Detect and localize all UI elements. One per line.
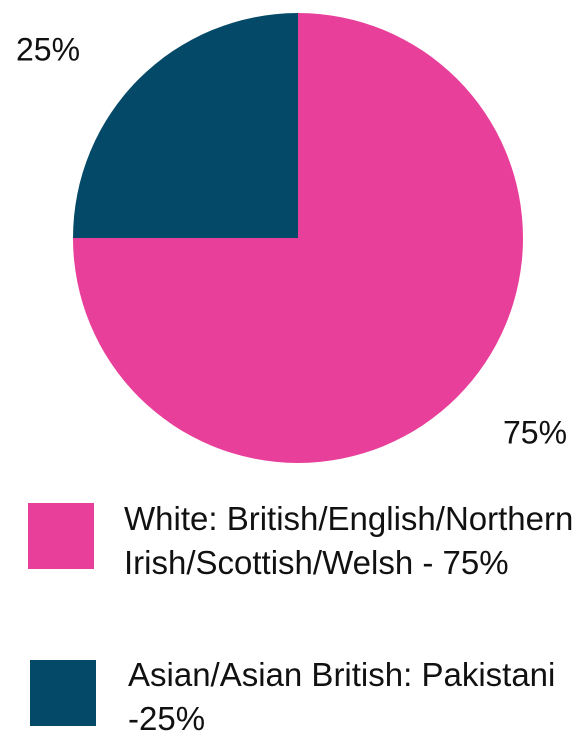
legend-swatch xyxy=(30,660,96,726)
legend-swatch xyxy=(28,503,94,569)
value-label: 75% xyxy=(503,414,567,450)
pie-slice xyxy=(73,13,298,238)
legend-label: White: British/English/Northern Irish/Sc… xyxy=(124,500,574,581)
value-label: 25% xyxy=(16,31,80,67)
chart: 75% 25% xyxy=(16,13,567,463)
legend-label: Asian/Asian British: Pakistani -25% xyxy=(128,656,556,737)
